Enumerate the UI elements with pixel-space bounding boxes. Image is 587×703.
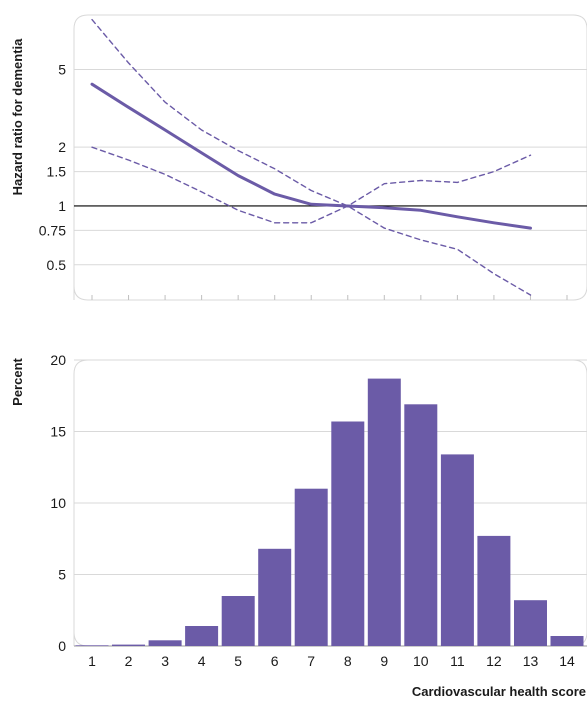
bar-score-11 [440, 454, 474, 646]
hazard-ratio-plot-frame [73, 14, 587, 301]
bar-score-3 [148, 640, 182, 646]
y-tick-label: 0.5 [47, 257, 67, 273]
bar-score-14 [550, 636, 584, 646]
y-tick-label: 1 [58, 198, 66, 214]
y-tick-label: 15 [50, 424, 66, 440]
y-tick-label: 1.5 [47, 164, 67, 180]
bar-score-12 [477, 535, 511, 646]
x-tick-label: 3 [161, 653, 169, 669]
x-tick-label: 10 [413, 653, 429, 669]
series-line-upper-ci [91, 18, 532, 296]
bar-score-1 [75, 645, 109, 646]
bar-score-13 [514, 600, 547, 646]
y-tick-label: 10 [50, 495, 66, 511]
x-tick-label: 14 [559, 653, 575, 669]
x-axis-title: Cardiovascular health score [412, 684, 586, 699]
x-tick-label: 7 [307, 653, 315, 669]
score-distribution-y-tick-labels: 0 5 10 15 20 [50, 352, 66, 654]
y-tick-label: 0 [58, 638, 66, 654]
score-distribution-x-tick-labels: 1 2 3 4 5 6 7 8 9 10 11 12 13 14 [88, 653, 575, 669]
bar-score-4 [185, 626, 219, 646]
x-tick-label: 8 [344, 653, 352, 669]
x-tick-label: 11 [450, 653, 465, 669]
x-tick-label: 1 [88, 653, 96, 669]
hazard-ratio-series [90, 18, 532, 296]
hazard-ratio-y-axis-title: Hazard ratio for dementia [10, 38, 25, 196]
x-tick-label: 5 [234, 653, 242, 669]
hazard-ratio-y-tick-labels: 0.5 0.75 1 1.5 2 5 [39, 61, 66, 272]
hazard-ratio-gridlines [74, 68, 587, 266]
hazard-ratio-x-ticks [91, 295, 568, 300]
x-tick-label: 12 [486, 653, 502, 669]
x-tick-label: 4 [198, 653, 206, 669]
x-tick-label: 13 [523, 653, 539, 669]
bar-score-10 [404, 404, 438, 646]
bar-score-7 [294, 488, 328, 646]
y-tick-label: 0.75 [39, 222, 66, 238]
bar-score-2 [112, 644, 145, 646]
y-tick-label: 5 [58, 567, 66, 583]
series-line-estimate [90, 82, 532, 230]
x-tick-label: 6 [271, 653, 279, 669]
hazard-ratio-panel: 0.5 0.75 1 1.5 2 5 Hazard ratio for dementia [10, 14, 587, 301]
y-tick-label: 5 [58, 61, 66, 77]
x-tick-label: 2 [125, 653, 133, 669]
y-tick-label: 20 [50, 352, 66, 368]
y-tick-label: 2 [58, 139, 66, 155]
bar-score-6 [258, 548, 292, 646]
score-distribution-y-axis-title: Percent [10, 357, 25, 405]
bar-score-9 [367, 378, 401, 646]
bar-score-8 [331, 421, 365, 646]
score-distribution-bars [75, 378, 584, 646]
bar-score-5 [221, 596, 255, 646]
series-line-lower-ci [91, 146, 532, 224]
x-tick-label: 9 [380, 653, 388, 669]
